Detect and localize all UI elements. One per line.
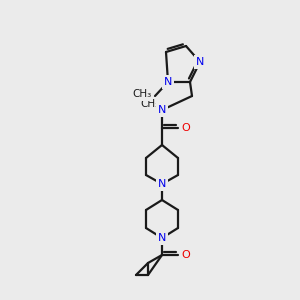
Text: O: O <box>182 250 190 260</box>
Text: N: N <box>164 77 172 87</box>
Text: CH₃: CH₃ <box>140 99 160 109</box>
Text: CH₃: CH₃ <box>132 89 152 99</box>
Text: N: N <box>158 179 166 189</box>
Text: O: O <box>182 123 190 133</box>
Text: N: N <box>196 57 204 67</box>
Text: N: N <box>158 233 166 243</box>
Text: N: N <box>158 105 166 115</box>
